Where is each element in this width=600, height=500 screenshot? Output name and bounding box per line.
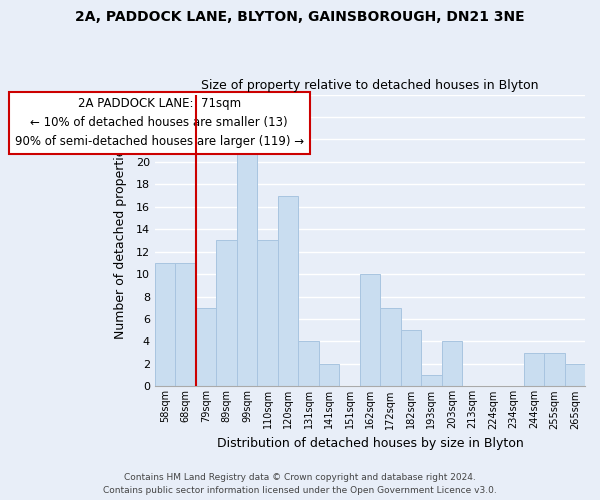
Bar <box>442 342 462 386</box>
Title: Size of property relative to detached houses in Blyton: Size of property relative to detached ho… <box>201 79 539 92</box>
Bar <box>257 240 278 386</box>
Bar <box>524 352 544 386</box>
Bar <box>217 240 237 386</box>
Bar <box>421 375 442 386</box>
Bar <box>565 364 585 386</box>
Bar <box>544 352 565 386</box>
Bar <box>401 330 421 386</box>
Bar <box>298 342 319 386</box>
Bar <box>380 308 401 386</box>
Text: 2A PADDOCK LANE:  71sqm
← 10% of detached houses are smaller (13)
90% of semi-de: 2A PADDOCK LANE: 71sqm ← 10% of detached… <box>14 98 304 148</box>
Bar <box>319 364 339 386</box>
Y-axis label: Number of detached properties: Number of detached properties <box>115 142 127 339</box>
Bar <box>196 308 217 386</box>
Bar <box>155 263 175 386</box>
Bar <box>360 274 380 386</box>
Text: 2A, PADDOCK LANE, BLYTON, GAINSBOROUGH, DN21 3NE: 2A, PADDOCK LANE, BLYTON, GAINSBOROUGH, … <box>75 10 525 24</box>
Bar <box>278 196 298 386</box>
X-axis label: Distribution of detached houses by size in Blyton: Distribution of detached houses by size … <box>217 437 523 450</box>
Bar <box>175 263 196 386</box>
Bar <box>237 140 257 386</box>
Text: Contains HM Land Registry data © Crown copyright and database right 2024.
Contai: Contains HM Land Registry data © Crown c… <box>103 474 497 495</box>
